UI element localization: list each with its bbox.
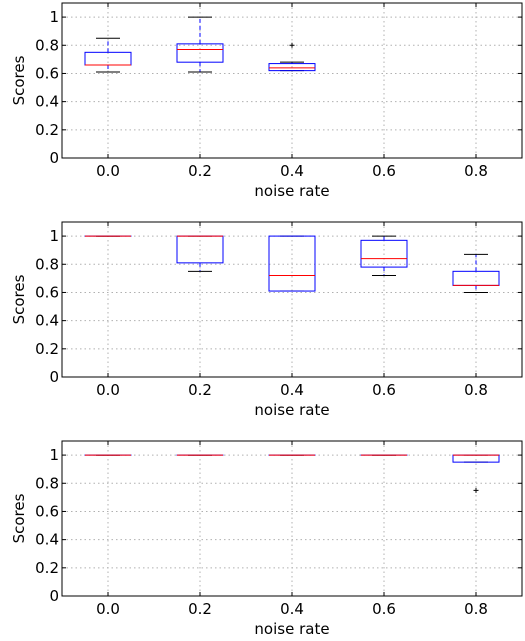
x-tick-label: 0.4 — [280, 162, 304, 180]
x-tick-label: 0.8 — [464, 162, 488, 180]
y-tick-label: 0.2 — [35, 121, 59, 139]
box-group — [452, 253, 500, 293]
flier-point — [289, 42, 295, 48]
y-tick-label: 0 — [49, 149, 59, 167]
box — [268, 235, 316, 292]
x-tick-label: 0.0 — [96, 600, 120, 618]
box — [452, 454, 500, 463]
y-axis-title: Scores — [10, 274, 28, 324]
box-group — [268, 42, 316, 72]
x-axis-title: noise rate — [254, 401, 329, 419]
y-tick-label: 0.8 — [35, 255, 59, 273]
subplot-middle: 0.0 0.2 0.4 0.6 0.8 0 0.2 0.4 0.6 0.8 1 noise rate S… — [10, 221, 523, 419]
y-tick-label: 0.2 — [35, 340, 59, 358]
x-axis-title: noise rate — [254, 182, 329, 200]
x-tick-label: 0.4 — [280, 381, 304, 399]
y-tick-label: 1 — [49, 446, 59, 464]
x-tick-label: 0.0 — [96, 381, 120, 399]
x-tick-label: 0.2 — [188, 600, 212, 618]
box-group — [360, 235, 408, 277]
box-group — [176, 235, 224, 272]
y-axis-title: Scores — [10, 493, 28, 543]
x-tick-label: 0.6 — [372, 162, 396, 180]
box — [452, 270, 500, 286]
box — [268, 63, 316, 72]
x-tick-label: 0.6 — [372, 600, 396, 618]
box — [84, 51, 132, 66]
box-group — [84, 37, 132, 73]
box — [360, 239, 408, 268]
subplot-bottom: 0.0 0.2 0.4 0.6 0.8 0 0.2 0.4 0.6 0.8 1 noise rate S… — [10, 440, 523, 638]
axes-frame — [61, 440, 523, 597]
box-group — [452, 454, 500, 493]
y-tick-label: 0.6 — [35, 502, 59, 520]
y-tick-label: 0.8 — [35, 36, 59, 54]
y-tick-label: 0.4 — [35, 312, 59, 330]
axes-frame — [61, 221, 523, 378]
x-tick-label: 0.6 — [372, 381, 396, 399]
axes-frame — [61, 2, 523, 159]
y-tick-label: 0.8 — [35, 474, 59, 492]
box-group — [268, 235, 316, 292]
y-tick-label: 1 — [49, 8, 59, 26]
y-tick-label: 0.4 — [35, 93, 59, 111]
x-axis-title: noise rate — [254, 620, 329, 638]
box — [176, 43, 224, 63]
y-axis-title: Scores — [10, 55, 28, 105]
y-tick-label: 0.2 — [35, 559, 59, 577]
x-tick-label: 0.8 — [464, 381, 488, 399]
y-tick-label: 0 — [49, 587, 59, 605]
x-tick-label: 0.4 — [280, 600, 304, 618]
y-tick-label: 0 — [49, 368, 59, 386]
x-tick-label: 0.0 — [96, 162, 120, 180]
x-tick-label: 0.2 — [188, 381, 212, 399]
flier-point — [473, 487, 479, 493]
x-tick-label: 0.2 — [188, 162, 212, 180]
y-tick-label: 1 — [49, 227, 59, 245]
y-tick-label: 0.6 — [35, 64, 59, 82]
box-group — [176, 16, 224, 73]
subplot-top: 0.0 0.2 0.4 0.6 0.8 0 0.2 0.4 0.6 0.8 1 noise rate S… — [10, 2, 523, 200]
y-tick-label: 0.6 — [35, 283, 59, 301]
x-tick-label: 0.8 — [464, 600, 488, 618]
y-tick-label: 0.4 — [35, 531, 59, 549]
